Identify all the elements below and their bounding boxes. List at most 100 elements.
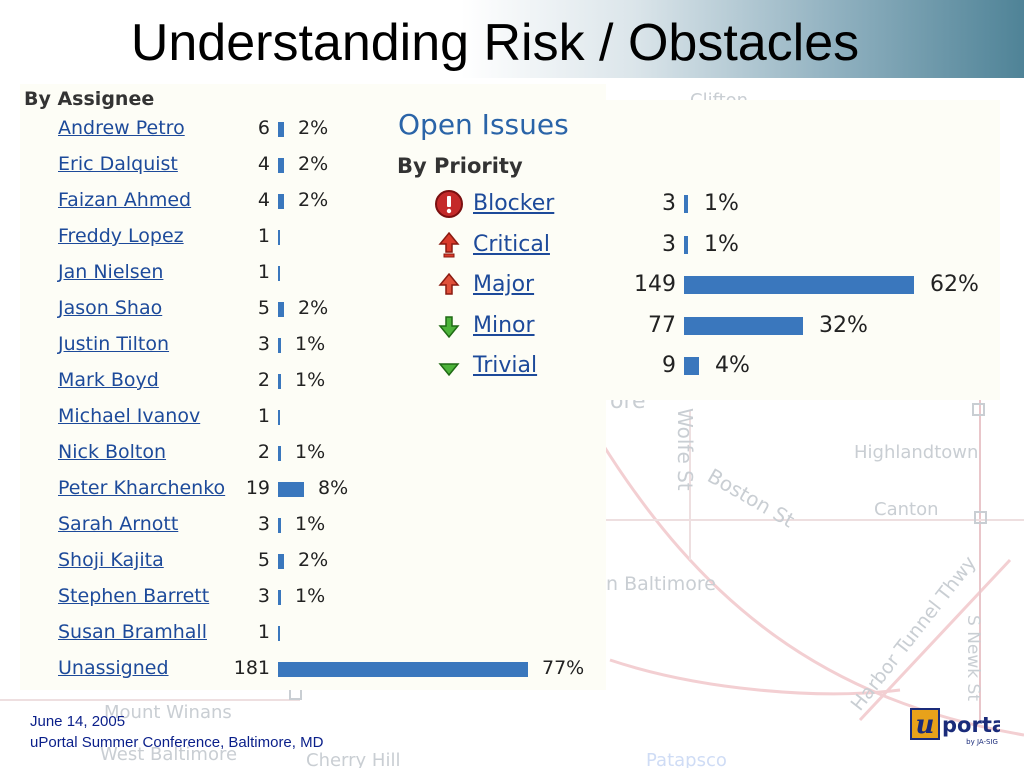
assignee-row: Jason Shao 5 2% <box>20 296 606 332</box>
assignee-link[interactable]: Justin Tilton <box>58 333 170 355</box>
footer: June 14, 2005 uPortal Summer Conference,… <box>30 711 323 753</box>
assignee-row: Susan Bramhall 1 <box>20 620 606 656</box>
assignee-bar <box>278 302 284 317</box>
priority-percent: 4% <box>715 353 750 378</box>
assignee-link[interactable]: Michael Ivanov <box>58 405 201 427</box>
logo-mark: u <box>916 710 935 740</box>
assignee-percent: 1% <box>295 333 326 355</box>
logo-byline: by JA-SIG <box>966 738 998 746</box>
assignee-count: 1 <box>257 621 270 643</box>
priority-bar <box>684 195 688 213</box>
assignee-count: 1 <box>257 405 270 427</box>
priority-link[interactable]: Critical <box>473 231 550 257</box>
map-label: Canton <box>874 499 939 520</box>
assignee-link[interactable]: Faizan Ahmed <box>58 189 192 211</box>
priority-count: 9 <box>662 353 676 378</box>
assignee-row: Mark Boyd 2 1% <box>20 368 606 404</box>
priority-bar <box>684 316 803 335</box>
assignee-link[interactable]: Sarah Arnott <box>58 513 179 535</box>
assignee-link[interactable]: Nick Bolton <box>58 441 167 463</box>
assignee-percent: 2% <box>298 117 329 139</box>
assignee-bar <box>278 410 280 425</box>
assignee-link[interactable]: Eric Dalquist <box>58 153 178 175</box>
assignee-count: 19 <box>245 477 270 499</box>
assignee-link[interactable]: Unassigned <box>58 657 169 679</box>
assignee-bar <box>278 338 281 353</box>
priority-row: Major 149 62% <box>388 270 1000 310</box>
assignee-percent: 2% <box>298 153 329 175</box>
logo-word: portal <box>942 713 1000 737</box>
map-label: West Baltimore <box>100 744 237 765</box>
assignee-row: Faizan Ahmed 4 2% <box>20 188 606 224</box>
priority-link[interactable]: Blocker <box>473 191 555 216</box>
priority-link[interactable]: Minor <box>473 312 535 338</box>
assignee-link[interactable]: Jason Shao <box>58 297 163 319</box>
priority-percent: 62% <box>930 272 979 297</box>
map-label: Highlandtown <box>854 442 978 463</box>
assignee-link[interactable]: Freddy Lopez <box>58 225 184 247</box>
open-issues-title: Open Issues <box>398 108 569 141</box>
assignee-row: Shoji Kajita 5 2% <box>20 548 606 584</box>
assignee-bar <box>278 122 284 137</box>
assignee-link[interactable]: Andrew Petro <box>58 117 185 139</box>
assignee-row: Justin Tilton 3 1% <box>20 332 606 368</box>
assignee-percent: 1% <box>295 585 326 607</box>
priority-percent: 32% <box>819 312 868 338</box>
assignee-percent: 8% <box>318 477 349 499</box>
priority-count: 77 <box>648 312 676 338</box>
priority-count: 3 <box>662 191 676 216</box>
assignee-bar <box>278 482 304 497</box>
priority-bar <box>684 357 699 375</box>
priority-link[interactable]: Trivial <box>473 353 538 378</box>
assignee-count: 3 <box>257 585 270 607</box>
map-label: Mount Winans <box>104 702 232 723</box>
assignee-bar <box>278 554 284 569</box>
assignee-percent: 1% <box>295 513 326 535</box>
priority-percent: 1% <box>704 231 739 257</box>
assignee-percent: 2% <box>298 549 329 571</box>
open-issues-panel: Open Issues By Priority Blocker 3 1% Critic… <box>388 100 1000 400</box>
assignee-bar <box>278 590 281 605</box>
map-label: Boston St <box>704 464 799 533</box>
assignee-row: Andrew Petro 6 2% <box>20 116 606 152</box>
priority-count: 149 <box>634 272 676 297</box>
assignee-bar <box>278 374 281 389</box>
priority-bar <box>684 276 914 294</box>
map-label: S Newk St <box>963 615 983 701</box>
map-label: Cherry Hill <box>306 750 400 768</box>
blocker-icon <box>434 189 464 219</box>
minor-icon <box>434 311 464 341</box>
trivial-icon <box>434 351 464 381</box>
assignee-link[interactable]: Peter Kharchenko <box>58 477 226 499</box>
assignee-count: 5 <box>257 549 270 571</box>
assignee-row: Sarah Arnott 3 1% <box>20 512 606 548</box>
footer-date: June 14, 2005 <box>30 713 126 730</box>
assignee-count: 181 <box>233 657 270 679</box>
assignee-count: 4 <box>257 153 270 175</box>
assignee-bar <box>278 158 284 173</box>
assignee-percent: 2% <box>298 297 329 319</box>
priority-percent: 1% <box>704 191 739 216</box>
assignee-row: Jan Nielsen 1 <box>20 260 606 296</box>
assignee-link[interactable]: Stephen Barrett <box>58 585 210 607</box>
assignee-count: 4 <box>257 189 270 211</box>
assignee-percent: 1% <box>295 441 326 463</box>
slide-title: Understanding Risk / Obstacles <box>130 14 860 72</box>
assignee-count: 2 <box>257 441 270 463</box>
assignee-link[interactable]: Jan Nielsen <box>58 261 164 283</box>
assignee-bar <box>278 626 280 641</box>
assignee-count: 1 <box>257 225 270 247</box>
assignee-row: Unassigned 181 77% <box>20 656 606 692</box>
map-label: Wolfe St <box>673 408 697 491</box>
priority-link[interactable]: Major <box>473 272 535 297</box>
critical-icon <box>434 230 464 260</box>
priority-row: Minor 77 32% <box>388 311 1000 351</box>
assignee-link[interactable]: Mark Boyd <box>58 369 159 391</box>
assignee-link[interactable]: Susan Bramhall <box>58 621 207 643</box>
assignee-count: 6 <box>257 117 270 139</box>
assignee-link[interactable]: Shoji Kajita <box>58 549 164 571</box>
assignee-bar <box>278 518 281 533</box>
assignee-count: 2 <box>257 369 270 391</box>
map-label: Harbor Tunnel Thwy <box>847 552 981 715</box>
title-band <box>0 0 1024 78</box>
